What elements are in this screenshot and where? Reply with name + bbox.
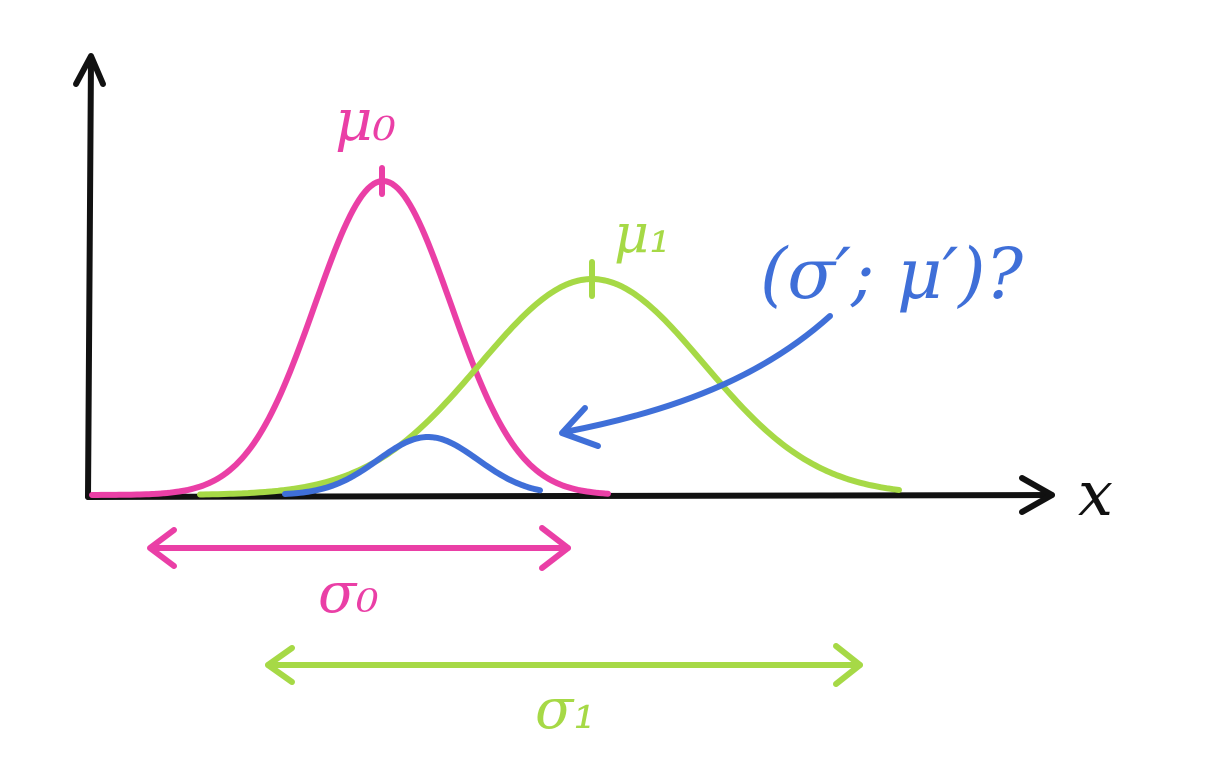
sigma1-right-arrowhead bbox=[833, 643, 863, 687]
sigma1-span bbox=[265, 643, 863, 687]
x-axis bbox=[85, 492, 1055, 500]
sigma0-left-arrowhead bbox=[147, 527, 177, 569]
pink-gaussian-curve bbox=[89, 178, 611, 498]
sigma1-label: σ₁ bbox=[535, 677, 596, 742]
question-arrow bbox=[562, 313, 833, 435]
mu0-label: μ₀ bbox=[335, 86, 396, 154]
sigma0-label: σ₀ bbox=[318, 561, 379, 626]
mu1-label: μ₁ bbox=[614, 202, 671, 265]
sigma-mu-prime-question-label: (σ′; μ′)? bbox=[760, 233, 1024, 315]
x-axis-label: x bbox=[1078, 457, 1113, 530]
sigma1-left-arrowhead bbox=[265, 645, 295, 685]
sigma0-span bbox=[147, 525, 571, 571]
y-axis bbox=[85, 55, 94, 500]
blue-product-curve bbox=[282, 434, 543, 497]
green-gaussian-curve bbox=[197, 276, 902, 498]
axes bbox=[73, 53, 1055, 515]
question-arrowhead bbox=[559, 405, 601, 449]
sigma0-right-arrowhead bbox=[539, 525, 571, 571]
y-axis-arrowhead bbox=[73, 53, 106, 87]
x-axis-arrowhead bbox=[1019, 475, 1055, 515]
